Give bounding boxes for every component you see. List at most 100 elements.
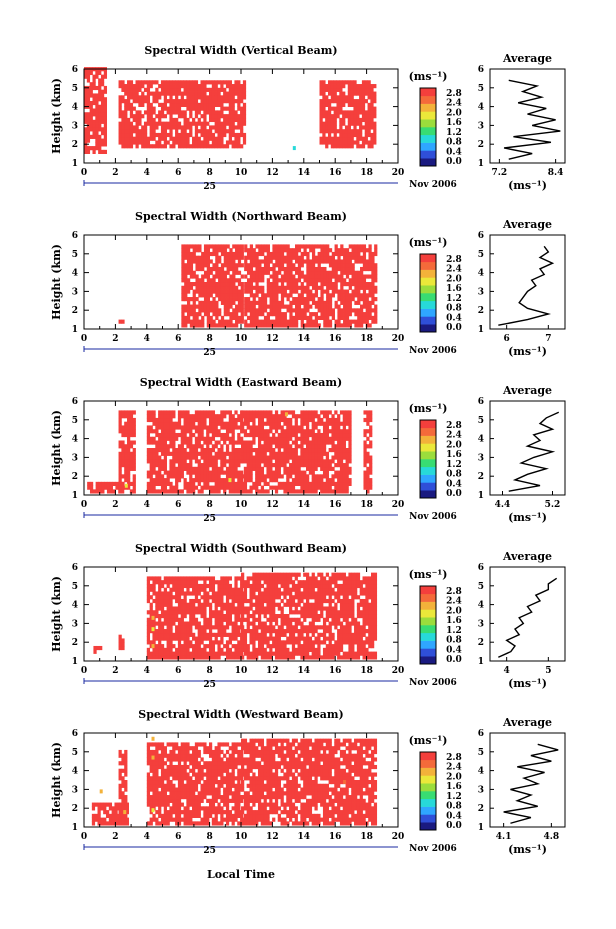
heatmap-cell bbox=[363, 463, 367, 468]
heatmap-cell bbox=[124, 414, 128, 419]
heatmap-cell bbox=[243, 640, 248, 645]
heatmap-cell bbox=[277, 459, 281, 464]
heatmap-cell bbox=[306, 293, 310, 298]
heatmap-cell bbox=[237, 598, 241, 604]
heatmap-cell bbox=[274, 470, 279, 475]
heatmap-cell bbox=[237, 259, 242, 264]
heatmap-cell bbox=[198, 259, 202, 264]
heatmap-cell bbox=[235, 248, 239, 253]
heatmap-cell bbox=[257, 591, 262, 596]
heatmap-cell bbox=[241, 636, 245, 641]
heatmap-cell bbox=[228, 459, 232, 464]
heatmap-cell bbox=[192, 636, 196, 641]
heatmap-cell bbox=[223, 114, 227, 119]
heatmap-cell bbox=[334, 470, 338, 475]
heatmap-cell bbox=[217, 95, 221, 100]
heatmap-cell bbox=[366, 436, 370, 441]
heatmap-cell bbox=[374, 315, 378, 320]
heatmap-cell bbox=[166, 640, 170, 645]
heatmap-cell bbox=[223, 255, 227, 260]
heatmap-cell bbox=[166, 610, 170, 615]
heatmap-cell bbox=[266, 595, 270, 600]
heatmap-cell bbox=[220, 481, 224, 486]
heatmap-cell bbox=[280, 429, 284, 434]
heatmap-cell bbox=[231, 421, 235, 426]
heatmap-cell bbox=[294, 466, 298, 471]
heatmap-cell bbox=[225, 432, 230, 438]
heatmap-cell bbox=[214, 80, 218, 85]
heatmap-cell bbox=[226, 244, 230, 249]
heatmap-cell bbox=[289, 289, 293, 294]
heatmap-cell bbox=[152, 451, 156, 456]
heatmap-cell bbox=[89, 127, 93, 132]
heatmap-cell bbox=[246, 621, 250, 626]
colorbar-swatch bbox=[420, 308, 436, 317]
heatmap-cell bbox=[367, 125, 371, 130]
heatmap-cell bbox=[200, 448, 204, 453]
heatmap-cell bbox=[177, 489, 182, 494]
heatmap-cell bbox=[189, 466, 193, 471]
heatmap-cell bbox=[214, 129, 218, 134]
heatmap-cell bbox=[200, 99, 204, 104]
heatmap-cell bbox=[252, 644, 256, 649]
heatmap-cell bbox=[183, 621, 187, 626]
heatmap-cell bbox=[186, 444, 190, 449]
heatmap-cell bbox=[249, 248, 254, 253]
heatmap-cell bbox=[322, 129, 326, 134]
heatmap-cell bbox=[92, 78, 96, 83]
heatmap-cell bbox=[241, 644, 245, 649]
heatmap-cell bbox=[249, 448, 253, 453]
heatmap-cell bbox=[272, 425, 276, 430]
heatmap-cell bbox=[206, 632, 210, 637]
colorbar-tick-label: 0.4 bbox=[446, 147, 462, 157]
heatmap-cell bbox=[127, 99, 131, 104]
heatmap-cell bbox=[183, 80, 187, 85]
heatmap-cell bbox=[152, 448, 156, 453]
heatmap-cell bbox=[252, 323, 256, 328]
heatmap-cell bbox=[166, 91, 170, 96]
heatmap-cell bbox=[255, 255, 259, 260]
heatmap-cell bbox=[177, 132, 182, 138]
heatmap-cell bbox=[166, 110, 170, 115]
heatmap-cell bbox=[369, 432, 373, 438]
heatmap-cell bbox=[319, 117, 323, 123]
heatmap-cell bbox=[220, 129, 224, 134]
heatmap-cell bbox=[342, 129, 346, 134]
heatmap-cell bbox=[146, 414, 151, 419]
heatmap-cell bbox=[286, 429, 290, 434]
heatmap-cell bbox=[255, 602, 259, 607]
heatmap-cell bbox=[146, 121, 151, 126]
heatmap-cell bbox=[206, 591, 210, 596]
heatmap-cell bbox=[354, 251, 358, 257]
heatmap-cell bbox=[163, 144, 167, 149]
heatmap-cell bbox=[186, 436, 190, 441]
heatmap-cell bbox=[272, 421, 276, 426]
heatmap-cell bbox=[364, 132, 368, 138]
heatmap-cell bbox=[189, 417, 193, 423]
heatmap-cell bbox=[192, 576, 196, 581]
heatmap-cell bbox=[158, 417, 162, 423]
heatmap-cell bbox=[350, 80, 354, 85]
heatmap-cell bbox=[261, 308, 265, 313]
heatmap-cell bbox=[163, 617, 167, 622]
heatmap-cell bbox=[184, 319, 188, 324]
heatmap-cell bbox=[359, 144, 363, 149]
heatmap-cell bbox=[266, 293, 270, 298]
heatmap-cell bbox=[334, 304, 338, 309]
heatmap-cell bbox=[374, 244, 378, 249]
heatmap-cell bbox=[345, 300, 350, 305]
heatmap-cell bbox=[217, 440, 221, 445]
heatmap-cell bbox=[220, 80, 224, 85]
heatmap-cell bbox=[300, 481, 304, 486]
heatmap-cell bbox=[186, 576, 190, 581]
heatmap-cell bbox=[337, 259, 341, 264]
heatmap-cell bbox=[344, 136, 349, 141]
heatmap-cell bbox=[280, 481, 284, 486]
heatmap-cell bbox=[214, 136, 218, 141]
heatmap-cell bbox=[180, 91, 184, 96]
heatmap-cell bbox=[319, 114, 323, 119]
heatmap-cell bbox=[118, 463, 122, 468]
heatmap-cell bbox=[365, 304, 369, 309]
heatmap-cell bbox=[337, 425, 341, 430]
heatmap-cell bbox=[158, 84, 162, 89]
